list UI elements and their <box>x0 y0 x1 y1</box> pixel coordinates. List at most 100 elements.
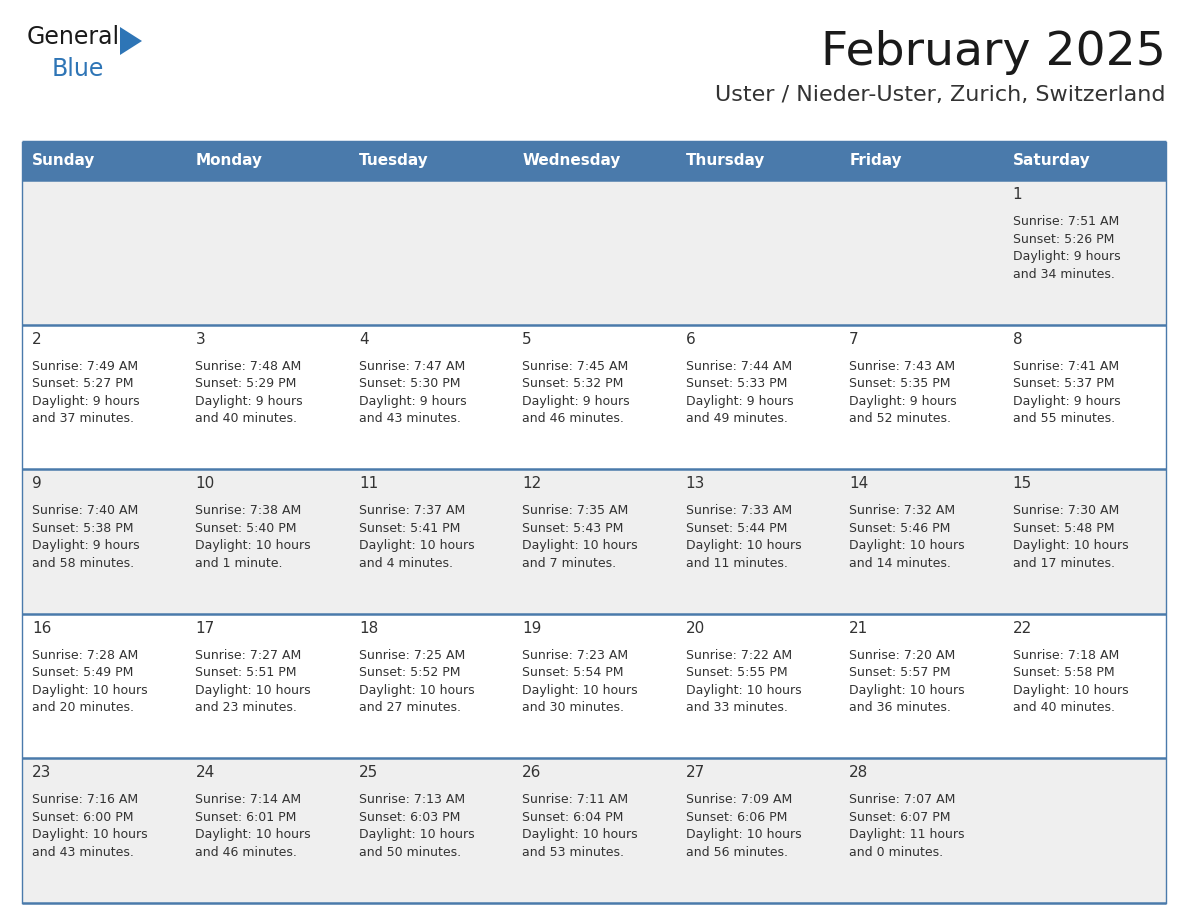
Text: 6: 6 <box>685 331 695 347</box>
Text: 10: 10 <box>196 476 215 491</box>
Text: Sunrise: 7:11 AM
Sunset: 6:04 PM
Daylight: 10 hours
and 53 minutes.: Sunrise: 7:11 AM Sunset: 6:04 PM Dayligh… <box>523 793 638 859</box>
Text: 11: 11 <box>359 476 378 491</box>
Bar <box>23 614 185 758</box>
Text: Saturday: Saturday <box>1012 153 1091 169</box>
Bar <box>349 469 512 614</box>
Bar <box>512 180 676 325</box>
Text: 19: 19 <box>523 621 542 636</box>
Bar <box>512 758 676 903</box>
Text: Sunrise: 7:48 AM
Sunset: 5:29 PM
Daylight: 9 hours
and 40 minutes.: Sunrise: 7:48 AM Sunset: 5:29 PM Dayligh… <box>196 360 303 425</box>
Bar <box>676 142 839 180</box>
Text: Sunrise: 7:20 AM
Sunset: 5:57 PM
Daylight: 10 hours
and 36 minutes.: Sunrise: 7:20 AM Sunset: 5:57 PM Dayligh… <box>849 649 965 714</box>
Bar <box>1003 180 1165 325</box>
Bar <box>839 142 1003 180</box>
Bar <box>1003 469 1165 614</box>
Bar <box>676 758 839 903</box>
Text: Blue: Blue <box>52 57 105 81</box>
Text: Sunrise: 7:28 AM
Sunset: 5:49 PM
Daylight: 10 hours
and 20 minutes.: Sunrise: 7:28 AM Sunset: 5:49 PM Dayligh… <box>32 649 147 714</box>
Text: 23: 23 <box>32 766 51 780</box>
Text: 25: 25 <box>359 766 378 780</box>
Text: 12: 12 <box>523 476 542 491</box>
Text: Sunrise: 7:45 AM
Sunset: 5:32 PM
Daylight: 9 hours
and 46 minutes.: Sunrise: 7:45 AM Sunset: 5:32 PM Dayligh… <box>523 360 630 425</box>
Text: Sunrise: 7:09 AM
Sunset: 6:06 PM
Daylight: 10 hours
and 56 minutes.: Sunrise: 7:09 AM Sunset: 6:06 PM Dayligh… <box>685 793 802 859</box>
Bar <box>676 180 839 325</box>
Bar <box>839 180 1003 325</box>
Text: Sunrise: 7:30 AM
Sunset: 5:48 PM
Daylight: 10 hours
and 17 minutes.: Sunrise: 7:30 AM Sunset: 5:48 PM Dayligh… <box>1012 504 1129 570</box>
Bar <box>839 469 1003 614</box>
Text: Sunrise: 7:33 AM
Sunset: 5:44 PM
Daylight: 10 hours
and 11 minutes.: Sunrise: 7:33 AM Sunset: 5:44 PM Dayligh… <box>685 504 802 570</box>
Text: Sunrise: 7:49 AM
Sunset: 5:27 PM
Daylight: 9 hours
and 37 minutes.: Sunrise: 7:49 AM Sunset: 5:27 PM Dayligh… <box>32 360 140 425</box>
Text: Sunrise: 7:18 AM
Sunset: 5:58 PM
Daylight: 10 hours
and 40 minutes.: Sunrise: 7:18 AM Sunset: 5:58 PM Dayligh… <box>1012 649 1129 714</box>
Text: 7: 7 <box>849 331 859 347</box>
Bar <box>23 758 185 903</box>
Bar <box>676 469 839 614</box>
Text: Sunrise: 7:07 AM
Sunset: 6:07 PM
Daylight: 11 hours
and 0 minutes.: Sunrise: 7:07 AM Sunset: 6:07 PM Dayligh… <box>849 793 965 859</box>
Bar <box>23 469 185 614</box>
Bar <box>349 614 512 758</box>
Bar <box>185 180 349 325</box>
Text: Sunrise: 7:22 AM
Sunset: 5:55 PM
Daylight: 10 hours
and 33 minutes.: Sunrise: 7:22 AM Sunset: 5:55 PM Dayligh… <box>685 649 802 714</box>
Text: Sunrise: 7:37 AM
Sunset: 5:41 PM
Daylight: 10 hours
and 4 minutes.: Sunrise: 7:37 AM Sunset: 5:41 PM Dayligh… <box>359 504 474 570</box>
Bar <box>185 325 349 469</box>
Text: Sunrise: 7:32 AM
Sunset: 5:46 PM
Daylight: 10 hours
and 14 minutes.: Sunrise: 7:32 AM Sunset: 5:46 PM Dayligh… <box>849 504 965 570</box>
Text: 5: 5 <box>523 331 532 347</box>
Bar <box>185 614 349 758</box>
Text: 24: 24 <box>196 766 215 780</box>
Text: Sunrise: 7:16 AM
Sunset: 6:00 PM
Daylight: 10 hours
and 43 minutes.: Sunrise: 7:16 AM Sunset: 6:00 PM Dayligh… <box>32 793 147 859</box>
Text: Thursday: Thursday <box>685 153 765 169</box>
Bar <box>1003 758 1165 903</box>
Text: 14: 14 <box>849 476 868 491</box>
Text: 27: 27 <box>685 766 704 780</box>
Text: Sunrise: 7:44 AM
Sunset: 5:33 PM
Daylight: 9 hours
and 49 minutes.: Sunrise: 7:44 AM Sunset: 5:33 PM Dayligh… <box>685 360 794 425</box>
Bar <box>839 325 1003 469</box>
Text: Sunrise: 7:23 AM
Sunset: 5:54 PM
Daylight: 10 hours
and 30 minutes.: Sunrise: 7:23 AM Sunset: 5:54 PM Dayligh… <box>523 649 638 714</box>
Text: 3: 3 <box>196 331 206 347</box>
Text: 26: 26 <box>523 766 542 780</box>
Bar <box>185 758 349 903</box>
Text: 18: 18 <box>359 621 378 636</box>
Bar <box>349 180 512 325</box>
Text: 20: 20 <box>685 621 704 636</box>
Text: Wednesday: Wednesday <box>523 153 620 169</box>
Bar <box>839 614 1003 758</box>
Bar <box>676 614 839 758</box>
Text: 4: 4 <box>359 331 368 347</box>
Text: Sunday: Sunday <box>32 153 95 169</box>
Text: 9: 9 <box>32 476 42 491</box>
Bar <box>512 614 676 758</box>
Bar <box>1003 614 1165 758</box>
Bar <box>512 142 676 180</box>
Bar <box>512 325 676 469</box>
Text: 13: 13 <box>685 476 706 491</box>
Text: 28: 28 <box>849 766 868 780</box>
Text: 22: 22 <box>1012 621 1032 636</box>
Text: Sunrise: 7:38 AM
Sunset: 5:40 PM
Daylight: 10 hours
and 1 minute.: Sunrise: 7:38 AM Sunset: 5:40 PM Dayligh… <box>196 504 311 570</box>
Text: Sunrise: 7:51 AM
Sunset: 5:26 PM
Daylight: 9 hours
and 34 minutes.: Sunrise: 7:51 AM Sunset: 5:26 PM Dayligh… <box>1012 215 1120 281</box>
Polygon shape <box>120 27 143 55</box>
Bar <box>349 142 512 180</box>
Text: Friday: Friday <box>849 153 902 169</box>
Text: Sunrise: 7:27 AM
Sunset: 5:51 PM
Daylight: 10 hours
and 23 minutes.: Sunrise: 7:27 AM Sunset: 5:51 PM Dayligh… <box>196 649 311 714</box>
Text: 21: 21 <box>849 621 868 636</box>
Text: 16: 16 <box>32 621 51 636</box>
Bar <box>676 325 839 469</box>
Bar <box>512 469 676 614</box>
Bar <box>23 325 185 469</box>
Text: Sunrise: 7:43 AM
Sunset: 5:35 PM
Daylight: 9 hours
and 52 minutes.: Sunrise: 7:43 AM Sunset: 5:35 PM Dayligh… <box>849 360 956 425</box>
Bar <box>349 758 512 903</box>
Bar <box>185 469 349 614</box>
Text: 8: 8 <box>1012 331 1022 347</box>
Text: Sunrise: 7:40 AM
Sunset: 5:38 PM
Daylight: 9 hours
and 58 minutes.: Sunrise: 7:40 AM Sunset: 5:38 PM Dayligh… <box>32 504 140 570</box>
Text: Sunrise: 7:25 AM
Sunset: 5:52 PM
Daylight: 10 hours
and 27 minutes.: Sunrise: 7:25 AM Sunset: 5:52 PM Dayligh… <box>359 649 474 714</box>
Text: 1: 1 <box>1012 187 1022 202</box>
Text: General: General <box>27 25 120 49</box>
Bar <box>185 142 349 180</box>
Text: Monday: Monday <box>196 153 263 169</box>
Text: Sunrise: 7:35 AM
Sunset: 5:43 PM
Daylight: 10 hours
and 7 minutes.: Sunrise: 7:35 AM Sunset: 5:43 PM Dayligh… <box>523 504 638 570</box>
Text: Uster / Nieder-Uster, Zurich, Switzerland: Uster / Nieder-Uster, Zurich, Switzerlan… <box>715 85 1165 105</box>
Text: 2: 2 <box>32 331 42 347</box>
Text: 17: 17 <box>196 621 215 636</box>
Text: February 2025: February 2025 <box>821 30 1165 75</box>
Text: 15: 15 <box>1012 476 1032 491</box>
Text: Tuesday: Tuesday <box>359 153 429 169</box>
